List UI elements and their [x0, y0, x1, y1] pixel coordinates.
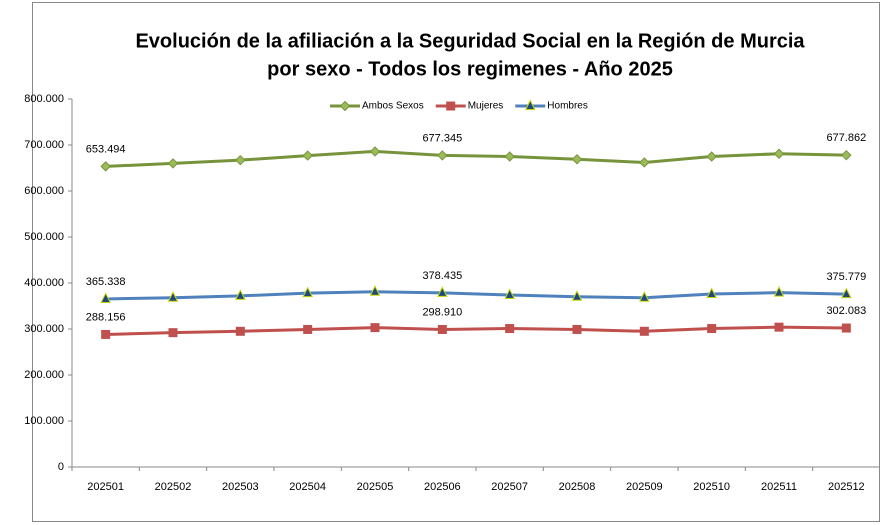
marker [168, 328, 178, 338]
marker [524, 99, 536, 110]
marker [437, 325, 447, 335]
x-tick-label: 202512 [828, 481, 865, 493]
marker [504, 151, 515, 162]
x-tick-label: 202510 [693, 481, 730, 493]
data-label: 298.910 [422, 306, 462, 318]
x-tick-label: 202509 [626, 481, 663, 493]
y-tick-label: 100.000 [24, 415, 64, 427]
marker [841, 287, 852, 299]
marker [235, 326, 245, 336]
marker [774, 322, 784, 332]
x-tick-label: 202501 [87, 481, 124, 493]
data-label: 378.435 [422, 270, 462, 282]
x-tick-label: 202506 [424, 481, 461, 493]
marker [571, 154, 583, 165]
x-tick-label: 202508 [559, 481, 596, 493]
legend-label: Hombres [547, 101, 588, 112]
marker [446, 101, 456, 111]
x-tick-label: 202505 [357, 481, 394, 493]
marker [437, 150, 448, 161]
x-tick-label: 202507 [491, 481, 528, 493]
data-label: 302.083 [826, 305, 866, 317]
marker [505, 324, 515, 334]
data-label: 288.156 [86, 311, 126, 323]
marker [572, 324, 582, 334]
marker [100, 292, 111, 303]
marker [339, 100, 351, 112]
marker [639, 326, 649, 336]
marker [639, 291, 650, 302]
y-tick-label: 300.000 [24, 323, 64, 335]
marker [639, 157, 650, 168]
data-label: 677.862 [826, 132, 866, 144]
data-label: 677.345 [422, 132, 462, 144]
marker [369, 285, 381, 296]
marker [302, 286, 313, 298]
y-tick-label: 500.000 [24, 231, 64, 243]
series-line [105, 290, 847, 301]
y-tick-label: 600.000 [24, 185, 64, 197]
data-label: 653.494 [86, 143, 126, 155]
chart-title: Evolución de la afiliación a la Segurida… [135, 30, 805, 52]
data-label: 375.779 [826, 271, 866, 283]
y-tick-label: 0 [58, 461, 64, 473]
data-label: 365.338 [86, 276, 126, 288]
marker [841, 149, 852, 161]
marker [303, 324, 313, 334]
x-tick-label: 202503 [222, 481, 259, 493]
chart-title: por sexo - Todos los regimenes - Año 202… [267, 58, 673, 80]
legend-label: Mujeres [468, 101, 504, 112]
marker [841, 323, 851, 333]
y-tick-label: 200.000 [24, 369, 64, 381]
marker [101, 329, 111, 339]
marker [167, 158, 179, 169]
marker [235, 289, 246, 300]
marker [773, 148, 785, 159]
legend-label: Ambos Sexos [362, 101, 424, 112]
marker [302, 150, 313, 161]
marker [100, 161, 111, 172]
marker [235, 154, 246, 166]
x-tick-label: 202502 [155, 481, 192, 493]
y-tick-label: 800.000 [24, 93, 64, 105]
marker [504, 288, 515, 299]
marker [167, 291, 179, 302]
marker [706, 151, 717, 162]
marker [370, 323, 380, 333]
series-line [105, 149, 847, 168]
chart-border [32, 2, 880, 522]
marker [706, 287, 717, 299]
marker [571, 290, 583, 301]
marker [773, 286, 785, 297]
y-tick-label: 700.000 [24, 139, 64, 151]
y-tick-label: 400.000 [24, 277, 64, 289]
series-line [105, 325, 847, 336]
x-tick-label: 202504 [289, 481, 326, 493]
marker [707, 324, 717, 334]
x-tick-label: 202511 [761, 481, 797, 493]
marker [369, 146, 381, 157]
marker [437, 286, 448, 297]
